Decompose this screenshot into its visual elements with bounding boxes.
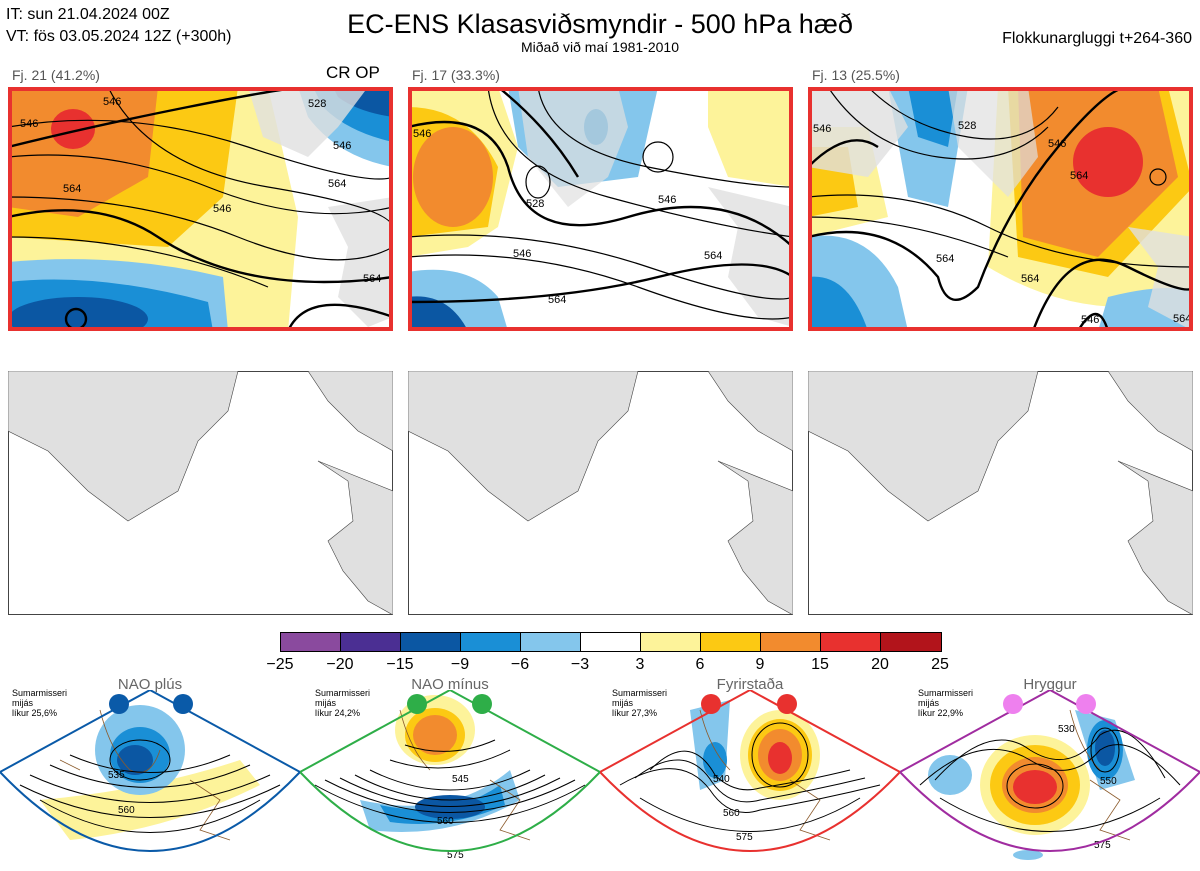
contour-label: 564 bbox=[704, 250, 722, 262]
regime-marker bbox=[173, 694, 193, 714]
legend-swatch bbox=[520, 632, 581, 652]
regime-4-map: 530 550 575 bbox=[900, 690, 1200, 860]
cluster-1-label: Fj. 21 (41.2%) bbox=[12, 67, 100, 83]
contour-label: 564 bbox=[936, 253, 954, 265]
legend-swatch bbox=[580, 632, 641, 652]
contour-label: 564 bbox=[363, 273, 381, 285]
legend-swatch bbox=[280, 632, 341, 652]
contour-label: 564 bbox=[63, 183, 81, 195]
header-dates: IT: sun 21.04.2024 00Z VT: fös 03.05.202… bbox=[6, 4, 231, 48]
legend-swatch bbox=[400, 632, 461, 652]
contour-label: 546 bbox=[333, 140, 351, 152]
contour-label: 575 bbox=[447, 850, 464, 861]
issue-time: IT: sun 21.04.2024 00Z bbox=[6, 6, 170, 23]
legend-tick: −3 bbox=[570, 656, 590, 673]
regime-marker bbox=[1076, 694, 1096, 714]
contour-label: 546 bbox=[1081, 314, 1099, 326]
regime-1-name: NAO plús bbox=[117, 676, 183, 693]
contour-label: 546 bbox=[413, 128, 431, 140]
contour-label: 530 bbox=[1058, 724, 1075, 735]
cluster-1-map: 546 546 528 546 564 546 564 564 bbox=[8, 87, 393, 331]
contour-label: 540 bbox=[713, 774, 730, 785]
contour-label: 564 bbox=[328, 178, 346, 190]
legend-tick: 20 bbox=[871, 656, 889, 673]
regime-3-name: Fyrirstaða bbox=[716, 676, 784, 693]
regime-2-map: 545 560 575 bbox=[300, 690, 600, 861]
contour-label: 564 bbox=[1021, 273, 1039, 285]
regime-2-name: NAO mínus bbox=[411, 676, 489, 693]
contour-label: 575 bbox=[736, 832, 753, 843]
cluster-3-map: 546 528 546 564 564 564 546 564 bbox=[808, 87, 1193, 331]
contour-label: 528 bbox=[526, 198, 544, 210]
contour-label: 546 bbox=[20, 118, 38, 130]
contour-label: 546 bbox=[103, 96, 121, 108]
regime-marker bbox=[1003, 694, 1023, 714]
regime-1-info: Sumarmisseri mijás líkur 25,6% bbox=[12, 688, 68, 718]
legend-tick: −15 bbox=[386, 656, 414, 673]
legend-tick: 9 bbox=[755, 656, 765, 673]
contour-label: 564 bbox=[548, 294, 566, 306]
regime-marker bbox=[109, 694, 129, 714]
regime-1-map: 535 560 bbox=[0, 690, 300, 852]
legend-tick: 25 bbox=[931, 656, 949, 673]
cluster-2-map: 546 528 546 546 564 564 bbox=[408, 87, 793, 331]
empty-map-3 bbox=[808, 371, 1193, 615]
empty-map-1 bbox=[8, 371, 393, 615]
contour-label: 546 bbox=[513, 248, 531, 260]
empty-map-2 bbox=[408, 371, 793, 615]
valid-time: VT: fös 03.05.2024 12Z (+300h) bbox=[6, 28, 232, 45]
cluster-3-label: Fj. 13 (25.5%) bbox=[812, 67, 900, 83]
legend-swatch bbox=[340, 632, 401, 652]
contour-label: 575 bbox=[1094, 840, 1111, 851]
regime-marker bbox=[701, 694, 721, 714]
legend-swatch bbox=[700, 632, 761, 652]
contour-label: 564 bbox=[1070, 170, 1088, 182]
legend-tick: −20 bbox=[326, 656, 354, 673]
legend-tick: −25 bbox=[266, 656, 294, 673]
regime-marker bbox=[407, 694, 427, 714]
contour-label: 560 bbox=[118, 805, 135, 816]
contour-label: 550 bbox=[1100, 776, 1117, 787]
contour-label: 528 bbox=[958, 120, 976, 132]
legend-tick: 3 bbox=[635, 656, 645, 673]
legend-swatch bbox=[760, 632, 821, 652]
contour-label: 546 bbox=[1048, 138, 1066, 150]
regime-3-info: Sumarmisseri mijás líkur 27,3% bbox=[612, 688, 668, 718]
contour-label: 560 bbox=[437, 816, 454, 827]
regime-marker bbox=[777, 694, 797, 714]
legend-tick: −9 bbox=[450, 656, 470, 673]
regime-4-info: Sumarmisseri mijás líkur 22,9% bbox=[918, 688, 974, 718]
classification-window: Flokkunargluggi t+264-360 bbox=[1002, 30, 1192, 47]
page-subtitle: Miðað við maí 1981-2010 bbox=[521, 39, 679, 55]
contour-label: 528 bbox=[308, 98, 326, 110]
legend-swatch bbox=[820, 632, 881, 652]
legend-swatch bbox=[880, 632, 942, 652]
legend-tick: 6 bbox=[695, 656, 705, 673]
cluster-2-label: Fj. 17 (33.3%) bbox=[412, 67, 500, 83]
legend-swatch bbox=[460, 632, 521, 652]
contour-label: 560 bbox=[723, 808, 740, 819]
regime-3-map: 540 560 575 bbox=[600, 690, 900, 852]
contour-label: 564 bbox=[1173, 313, 1191, 325]
contour-label: 535 bbox=[108, 770, 125, 781]
legend-tick: −6 bbox=[510, 656, 530, 673]
contour-label: 545 bbox=[452, 774, 469, 785]
page-title: EC-ENS Klasasviðsmyndir - 500 hPa hæð bbox=[347, 9, 853, 39]
legend-tick: 15 bbox=[811, 656, 829, 673]
contour-label: 546 bbox=[658, 194, 676, 206]
regime-4-name: Hryggur bbox=[1023, 676, 1077, 693]
legend-swatch bbox=[640, 632, 701, 652]
color-legend bbox=[280, 632, 942, 652]
contour-label: 546 bbox=[213, 203, 231, 215]
cluster-1-tag: CR OP bbox=[326, 63, 380, 82]
regime-2-info: Sumarmisseri mijás líkur 24,2% bbox=[315, 688, 371, 718]
regime-marker bbox=[472, 694, 492, 714]
contour-label: 546 bbox=[813, 123, 831, 135]
